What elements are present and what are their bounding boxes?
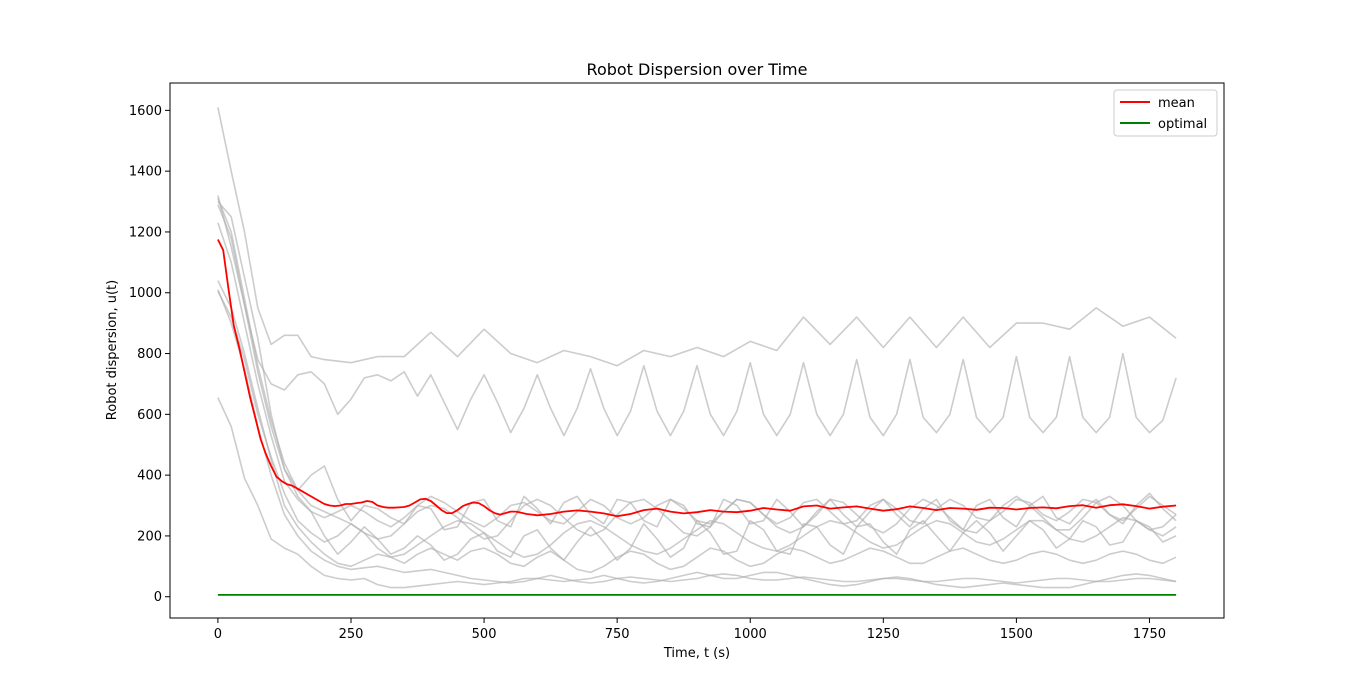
y-tick-label: 800 [137,347,162,362]
plot-area [217,107,1177,596]
run-line-7 [217,397,1177,589]
legend: mean optimal [1113,89,1218,137]
x-axis-label: Time, t (s) [663,646,730,661]
y-tick-label: 1000 [129,286,162,301]
run-line-2 [217,195,1177,437]
x-tick-label: 0 [214,627,222,642]
mean-line [217,239,1177,518]
run-line-8 [217,290,1177,558]
y-tick-label: 0 [154,590,162,605]
y-axis: 0 200 400 600 800 1000 1200 1400 1600 [129,104,170,605]
runs-layer [217,107,1177,589]
legend-label-optimal: optimal [1158,117,1207,132]
run-line-3 [217,201,1177,531]
run-line-10 [217,198,1177,540]
x-axis: 0 250 500 750 1000 1250 1500 1750 [214,618,1166,642]
y-tick-label: 1400 [129,165,162,180]
run-line-6 [217,289,1177,584]
chart-title: Robot Dispersion over Time [587,60,808,79]
y-tick-label: 1200 [129,225,162,240]
x-tick-label: 1250 [867,627,900,642]
y-tick-label: 600 [137,408,162,423]
x-tick-label: 1000 [734,627,767,642]
y-tick-label: 1600 [129,104,162,119]
axes-frame [169,82,1225,619]
y-tick-label: 400 [137,469,162,484]
x-tick-label: 1750 [1133,627,1166,642]
x-tick-label: 750 [605,627,630,642]
y-tick-label: 200 [137,529,162,544]
lines-layer [217,239,1177,596]
x-tick-label: 500 [472,627,497,642]
run-line-1 [217,107,1177,367]
x-tick-label: 250 [339,627,364,642]
y-axis-label: Robot dispersion, u(t) [105,280,120,420]
run-line-5 [217,280,1177,574]
run-line-9 [217,204,1177,528]
legend-label-mean: mean [1158,96,1195,111]
x-tick-label: 1500 [1000,627,1033,642]
